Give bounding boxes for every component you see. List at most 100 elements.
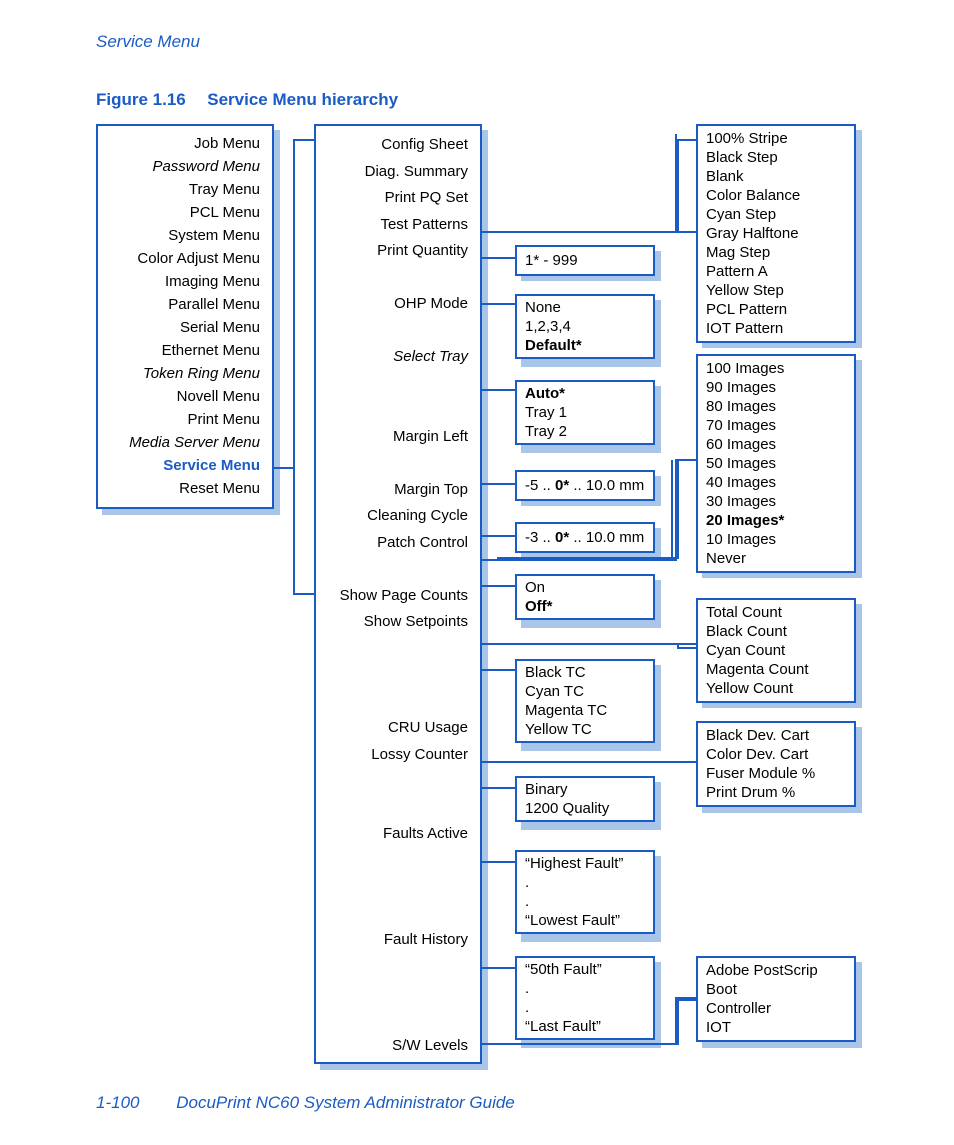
service-submenu-item [328, 980, 468, 1007]
option-value: 1,2,3,4 [525, 317, 645, 336]
option-value: On [525, 578, 645, 597]
list-value: 100% Stripe [706, 129, 846, 148]
service-submenu-item: Patch Control [328, 530, 468, 557]
service-submenu-item [328, 636, 468, 663]
list-value: 100 Images [706, 359, 846, 378]
main-menu-item: Print Menu [110, 408, 260, 431]
list-value: 20 Images* [706, 511, 846, 530]
service-submenu-item: Config Sheet [328, 132, 468, 159]
service-submenu-item: Show Page Counts [328, 583, 468, 610]
main-menu-item: Ethernet Menu [110, 339, 260, 362]
list-value: Black Count [706, 622, 846, 641]
main-menu-box: Job MenuPassword MenuTray MenuPCL MenuSy… [96, 124, 274, 509]
service-submenu-item [328, 556, 468, 583]
service-submenu-item [328, 901, 468, 928]
cleaning-cycle-list: 100 Images90 Images80 Images70 Images60 … [696, 354, 856, 573]
list-value: 90 Images [706, 378, 846, 397]
main-menu-item: Serial Menu [110, 316, 260, 339]
service-submenu-item: Lossy Counter [328, 742, 468, 769]
cru-usage-list: Black Dev. CartColor Dev. CartFuser Modu… [696, 721, 856, 807]
figure-title: Figure 1.16 Service Menu hierarchy [96, 90, 398, 110]
main-menu-item: Service Menu [110, 454, 260, 477]
main-menu-item: Parallel Menu [110, 293, 260, 316]
option-value: 1* - 999 [525, 249, 645, 272]
main-menu-item: Tray Menu [110, 178, 260, 201]
main-menu-item: Color Adjust Menu [110, 247, 260, 270]
list-value: 10 Images [706, 530, 846, 549]
list-value: 40 Images [706, 473, 846, 492]
list-value: Blank [706, 167, 846, 186]
option-value: . [525, 998, 645, 1017]
header-text: Service Menu [96, 32, 200, 51]
option-value: Tray 1 [525, 403, 645, 422]
service-submenu-item [328, 1007, 468, 1034]
list-value: Print Drum % [706, 783, 846, 802]
service-submenu-item [328, 954, 468, 981]
service-submenu-item [328, 397, 468, 424]
list-value: Color Dev. Cart [706, 745, 846, 764]
service-submenu-item [328, 768, 468, 795]
patch-control-options: OnOff* [515, 574, 655, 620]
main-menu-item: Reset Menu [110, 477, 260, 500]
option-value: . [525, 873, 645, 892]
main-menu-item: Imaging Menu [110, 270, 260, 293]
option-value: Yellow TC [525, 720, 645, 739]
option-value: Black TC [525, 663, 645, 682]
service-submenu-item [328, 265, 468, 292]
service-submenu-item: S/W Levels [328, 1033, 468, 1060]
test-patterns-list: 100% StripeBlack StepBlankColor BalanceC… [696, 124, 856, 343]
service-submenu-box: Config SheetDiag. SummaryPrint PQ SetTes… [314, 124, 482, 1064]
margin-left-options: -5 .. 0* .. 10.0 mm [515, 470, 655, 501]
main-menu-item: Novell Menu [110, 385, 260, 408]
service-submenu-item: Print Quantity [328, 238, 468, 265]
option-value: “Last Fault” [525, 1017, 645, 1036]
list-value: 50 Images [706, 454, 846, 473]
main-menu-item: Media Server Menu [110, 431, 260, 454]
list-value: Never [706, 549, 846, 568]
service-submenu-item: Margin Top [328, 477, 468, 504]
margin-top-options: -3 .. 0* .. 10.0 mm [515, 522, 655, 553]
option-value: Default* [525, 336, 645, 355]
service-submenu-item [328, 795, 468, 822]
list-value: 60 Images [706, 435, 846, 454]
list-value: Boot [706, 980, 846, 999]
option-value: -5 .. 0* .. 10.0 mm [525, 474, 645, 497]
list-value: Magenta Count [706, 660, 846, 679]
ohp-mode-options: None1,2,3,4Default* [515, 294, 655, 359]
service-submenu-item: Show Setpoints [328, 609, 468, 636]
service-submenu-item: Cleaning Cycle [328, 503, 468, 530]
show-page-counts-list: Total CountBlack CountCyan CountMagenta … [696, 598, 856, 703]
show-setpoints-options: Black TCCyan TCMagenta TCYellow TC [515, 659, 655, 743]
list-value: 80 Images [706, 397, 846, 416]
figure-text: Service Menu hierarchy [207, 90, 398, 109]
page-number: 1-100 [96, 1093, 139, 1113]
option-value: Off* [525, 597, 645, 616]
service-submenu-item: Faults Active [328, 821, 468, 848]
list-value: IOT Pattern [706, 319, 846, 338]
option-value: 1200 Quality [525, 799, 645, 818]
list-value: Mag Step [706, 243, 846, 262]
service-submenu-item [328, 371, 468, 398]
main-menu-item: PCL Menu [110, 201, 260, 224]
option-value: Tray 2 [525, 422, 645, 441]
list-value: IOT [706, 1018, 846, 1037]
list-value: Adobe PostScrip [706, 961, 846, 980]
option-value: “Lowest Fault” [525, 911, 645, 930]
service-submenu-item [328, 848, 468, 875]
service-submenu-item [328, 318, 468, 345]
print-quantity-options: 1* - 999 [515, 245, 655, 276]
main-menu-item: System Menu [110, 224, 260, 247]
select-tray-options: Auto*Tray 1Tray 2 [515, 380, 655, 445]
main-menu-item: Job Menu [110, 132, 260, 155]
sw-levels-list: Adobe PostScripBootControllerIOT [696, 956, 856, 1042]
list-value: Yellow Count [706, 679, 846, 698]
option-value: “Highest Fault” [525, 854, 645, 873]
service-submenu-item: Margin Left [328, 424, 468, 451]
list-value: Total Count [706, 603, 846, 622]
service-submenu-item: Test Patterns [328, 212, 468, 239]
list-value: Fuser Module % [706, 764, 846, 783]
service-submenu-item: Select Tray [328, 344, 468, 371]
option-value: Binary [525, 780, 645, 799]
lossy-counter-options: Binary1200 Quality [515, 776, 655, 822]
list-value: 70 Images [706, 416, 846, 435]
